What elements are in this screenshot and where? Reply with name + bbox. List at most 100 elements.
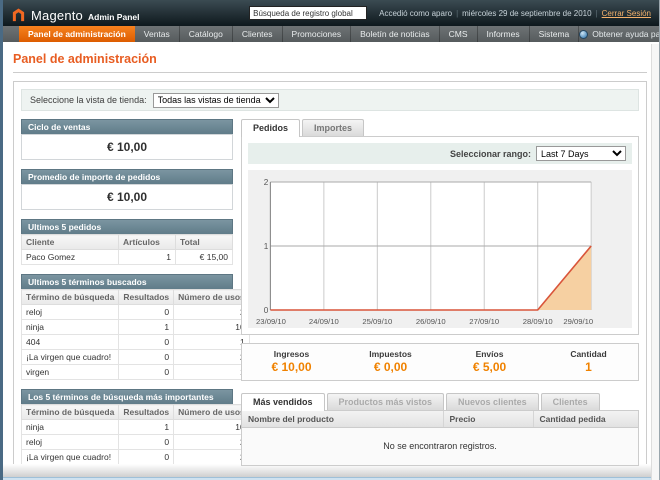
cell: 10 [173,419,250,435]
range-label: Seleccionar rango: [449,148,531,159]
nav-tab-system[interactable]: Sistema [530,26,580,42]
cell: 2 [173,434,250,450]
magento-logo: Magento Admin Panel [11,4,139,23]
dashboard-left-column: Ciclo de ventas € 10,00 Promedio de impo… [20,119,250,480]
widget-title: Ciclo de ventas [21,119,233,134]
cell: 2 [173,304,250,320]
nav-tab-reports[interactable]: Informes [478,26,530,42]
get-help-link[interactable]: Obtener ayuda para esta página [579,26,659,42]
logged-in-as: Accedió como aparo [379,8,453,18]
svg-text:1: 1 [264,242,269,251]
page-title: Panel de administración [13,52,157,66]
dashboard-right-column: Pedidos Importes Seleccionar rango: Last… [241,119,639,466]
widget-title: Ultimos 5 pedidos [21,219,233,234]
stat-value: € 10,00 [271,360,312,374]
logout-link[interactable]: Cerrar Sesión [601,8,651,18]
tab-mas-vendidos[interactable]: Más vendidos [241,393,325,411]
chart-tabstrip: Pedidos Importes [241,119,639,137]
header-user-area: Accedió como aparo | miércoles 29 de sep… [373,9,651,18]
cell: ¡La virgen que cuadro! [20,349,120,365]
scrollbar[interactable] [651,44,659,480]
svg-text:0: 0 [264,306,269,315]
stat-envios: Envíos € 5,00 [440,349,539,374]
range-selector-bar: Seleccionar rango: Last 7 Days [248,143,632,164]
nav-tab-dashboard[interactable]: Panel de administración [19,26,135,42]
cell: 0 [118,349,175,365]
cell: 10 [173,319,250,335]
stat-label: Impuestos [369,349,412,359]
nav-tab-newsletter[interactable]: Boletín de noticias [351,26,440,42]
svg-text:25/09/10: 25/09/10 [362,317,392,326]
cell: 0 [118,364,175,380]
cell: 1 [173,334,250,350]
chart-line [270,245,592,311]
chart-grid [269,181,592,310]
chart-y-labels: 0 1 2 [264,178,269,315]
tab-clientes[interactable]: Clientes [540,393,600,410]
chart-wrapper: 0 1 2 23/09/10 24/09/10 25/09/10 26/09/10 27/09… [248,170,632,328]
nav-tab-catalog[interactable]: Catálogo [180,26,233,42]
cell: 0 [118,449,175,465]
stat-value: € 0,00 [373,360,408,374]
stat-cantidad: Cantidad 1 [539,349,638,374]
stat-label: Envíos [475,349,504,359]
cell: ninja [20,319,120,335]
title-divider [13,72,647,73]
grids-tabstrip: Más vendidos Productos más vistos Nuevos… [241,393,639,411]
cell: reloj [20,304,120,320]
table-row[interactable]: ninja 1 10 [20,319,250,335]
svg-text:28/09/10: 28/09/10 [523,317,553,326]
cell: 0 [118,434,175,450]
tab-nuevos-clientes[interactable]: Nuevos clientes [446,393,539,410]
magento-logo-icon [12,7,25,21]
page-footer [3,464,659,477]
table-row[interactable]: 404 0 1 [20,334,250,350]
nav-tab-cms[interactable]: CMS [440,26,478,42]
col-header-precio: Precio [443,411,534,428]
cell: 1 [118,419,175,435]
table-row[interactable]: ¡La virgen que cuadro! 0 2 [20,449,250,465]
cell: ¡La virgen que cuadro! [20,449,120,465]
global-search-input[interactable] [249,6,368,20]
orders-chart-panel: Seleccionar rango: Last 7 Days 0 1 2 23/09/… [241,136,639,335]
col-header: Cliente [20,234,120,250]
current-date: miércoles 29 de septiembre de 2010 [462,8,592,18]
separator: | [595,8,598,18]
tab-importes[interactable]: Importes [302,119,365,136]
col-header-cantidad: Cantidad pedida [533,411,638,428]
range-select[interactable]: Last 7 Days [536,146,626,161]
store-view-bar: Seleccione la vista de tienda: Todas las… [21,89,639,111]
cell: 404 [20,334,120,350]
table-row[interactable]: ninja 1 10 [20,419,250,435]
tab-productos-mas-vistos[interactable]: Productos más vistos [326,393,445,410]
svg-text:24/09/10: 24/09/10 [309,317,339,326]
lifetime-sales-widget: Ciclo de ventas € 10,00 [21,119,233,160]
col-header: Artículos [118,234,177,250]
table-row[interactable]: ¡La virgen que cuadro! 0 2 [20,349,250,365]
cell: reloj [20,434,120,450]
svg-text:26/09/10: 26/09/10 [416,317,446,326]
main-nav: Panel de administración Ventas Catálogo … [3,26,659,43]
cell: virgen [20,364,120,380]
table-row[interactable]: reloj 0 2 [20,304,250,320]
logo-text: Magento [31,7,83,23]
nav-tab-sales[interactable]: Ventas [135,26,180,42]
content-area: Panel de administración Seleccione la vi… [3,43,659,480]
last-search-terms-widget: Ultimos 5 términos buscados Término de b… [20,274,250,380]
nav-tab-promotions[interactable]: Promociones [283,26,352,42]
table-row[interactable]: virgen 0 1 [20,364,250,380]
tab-pedidos[interactable]: Pedidos [241,119,301,137]
col-header: Total [175,234,233,250]
bestsellers-grid: Nombre del producto Precio Cantidad pedi… [241,410,639,466]
average-orders-value: € 10,00 [21,184,233,210]
stat-label: Cantidad [570,349,607,359]
cell: 0 [118,304,175,320]
store-view-select[interactable]: Todas las vistas de tienda [152,92,279,108]
table-row[interactable]: reloj 0 2 [20,434,250,450]
table-row[interactable]: Paco Gomez 1 € 15,00 [20,249,233,265]
nav-tab-customers[interactable]: Clientes [233,26,283,42]
cell: 1 [118,319,175,335]
cell: ninja [20,419,120,435]
stat-label: Ingresos [273,349,310,359]
